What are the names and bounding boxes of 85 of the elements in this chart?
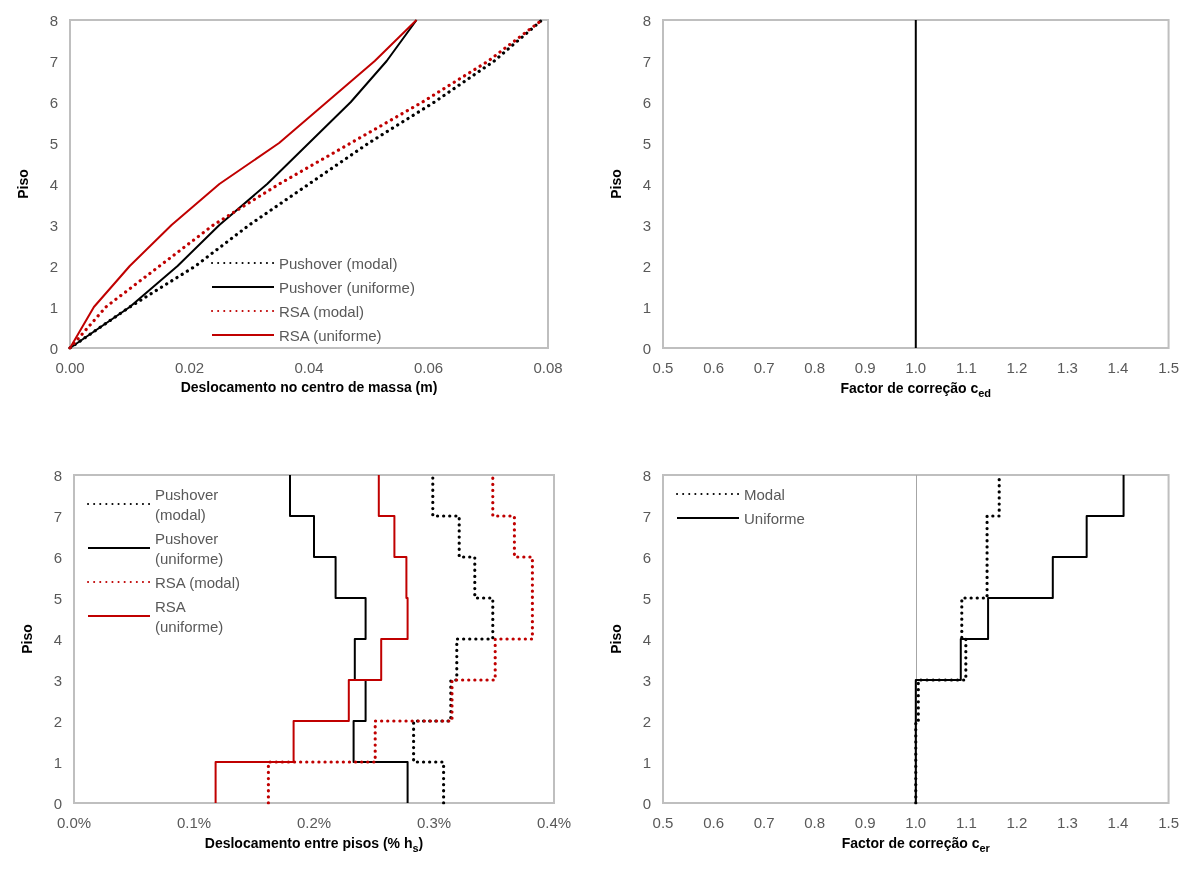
y-tick-label: 4 xyxy=(642,175,651,193)
y-tick-label: 4 xyxy=(53,630,62,648)
y-tick-label: 1 xyxy=(49,298,58,316)
y-tick-label: 3 xyxy=(642,671,651,689)
x-tick-label: 0.5 xyxy=(652,359,674,376)
legend-label: Modal xyxy=(744,485,785,503)
y-tick-label: 5 xyxy=(642,134,651,152)
x-tick-label: 0.00 xyxy=(55,359,85,376)
y-tick-label: 4 xyxy=(49,175,58,193)
y-tick-label: 8 xyxy=(53,466,62,484)
y-tick-label: 6 xyxy=(53,548,62,566)
y-tick-label: 5 xyxy=(53,589,62,607)
x-tick-label: 1.2 xyxy=(1006,814,1028,831)
y-tick-label: 1 xyxy=(53,753,62,771)
x-tick-label: 1.4 xyxy=(1107,359,1129,376)
y-tick-label: 2 xyxy=(642,257,651,275)
line-series xyxy=(289,474,409,804)
y-tick-label: 7 xyxy=(642,507,651,525)
y-tick-label: 8 xyxy=(49,11,58,29)
y-tick-label: 7 xyxy=(49,52,58,70)
legend-label: Pushover (modal) xyxy=(279,254,398,272)
x-tick-label: 0.8 xyxy=(804,359,826,376)
y-tick-label: 0 xyxy=(49,339,58,357)
x-tick-label: 0.06 xyxy=(413,359,444,376)
y-tick-label: 3 xyxy=(53,671,62,689)
legend-label: RSA (uniforme) xyxy=(155,597,224,635)
x-tick-label: 0.7 xyxy=(753,359,775,376)
x-tick-label: 0.2% xyxy=(296,814,332,831)
y-axis-title: Piso xyxy=(608,169,624,199)
x-tick-label: 0.5 xyxy=(652,814,674,831)
x-tick-label: 0.6 xyxy=(703,359,724,376)
x-tick-label: 0.7 xyxy=(753,814,775,831)
y-axis-title: Piso xyxy=(19,624,35,654)
x-tick-label: 0.4% xyxy=(536,814,572,831)
legend-label: Uniforme xyxy=(744,509,805,527)
x-tick-label: 0.0% xyxy=(56,814,92,831)
x-tick-label: 1.2 xyxy=(1006,359,1028,376)
y-tick-label: 7 xyxy=(642,52,651,70)
x-tick-label: 1.0 xyxy=(905,814,927,831)
y-tick-label: 3 xyxy=(642,216,651,234)
x-tick-label: 0.02 xyxy=(174,359,205,376)
x-tick-label: 0.08 xyxy=(533,359,563,376)
y-tick-label: 2 xyxy=(642,712,651,730)
legend-label: RSA (modal) xyxy=(155,573,241,591)
y-tick-label: 6 xyxy=(49,93,58,111)
x-tick-label: 1.0 xyxy=(905,359,927,376)
x-tick-label: 0.04 xyxy=(294,359,324,376)
x-tick-label: 0.8 xyxy=(804,814,826,831)
y-tick-label: 0 xyxy=(642,794,651,812)
y-tick-label: 5 xyxy=(642,589,651,607)
y-tick-label: 6 xyxy=(642,548,651,566)
x-tick-label: 1.5 xyxy=(1158,359,1179,376)
x-tick-label: 1.5 xyxy=(1158,814,1179,831)
legend-label: Pushover (uniforme) xyxy=(155,529,224,567)
y-tick-label: 1 xyxy=(642,753,651,771)
y-tick-label: 1 xyxy=(642,298,651,316)
x-tick-label: 1.4 xyxy=(1107,814,1129,831)
y-tick-label: 2 xyxy=(53,712,62,730)
x-tick-label: 1.1 xyxy=(955,359,977,376)
x-tick-label: 0.9 xyxy=(854,814,876,831)
y-tick-label: 7 xyxy=(53,507,62,525)
y-tick-label: 8 xyxy=(642,11,651,29)
y-axis-title: Piso xyxy=(608,624,624,654)
legend-label: Pushover (uniforme) xyxy=(279,278,415,296)
y-axis-title: Piso xyxy=(15,169,31,199)
x-tick-label: 1.1 xyxy=(955,814,977,831)
legend-label: RSA (modal) xyxy=(279,302,365,320)
legend-label: RSA (uniforme) xyxy=(279,326,382,344)
line-series xyxy=(412,473,495,805)
y-tick-label: 8 xyxy=(642,466,651,484)
x-tick-label: 0.9 xyxy=(854,359,876,376)
y-tick-label: 4 xyxy=(642,630,651,648)
y-tick-label: 2 xyxy=(49,257,58,275)
x-tick-label: 0.1% xyxy=(176,814,212,831)
x-tick-label: 0.3% xyxy=(416,814,452,831)
x-tick-label: 0.6 xyxy=(703,814,724,831)
y-tick-label: 6 xyxy=(642,93,651,111)
x-axis-title: Deslocamento no centro de massa (m) xyxy=(180,378,438,395)
y-tick-label: 0 xyxy=(53,794,62,812)
y-tick-label: 0 xyxy=(642,339,651,357)
x-tick-label: 1.3 xyxy=(1057,814,1078,831)
y-tick-label: 3 xyxy=(49,216,58,234)
legend-label: Pushover (modal) xyxy=(155,485,223,523)
y-tick-label: 5 xyxy=(49,134,58,152)
x-tick-label: 1.3 xyxy=(1057,359,1078,376)
